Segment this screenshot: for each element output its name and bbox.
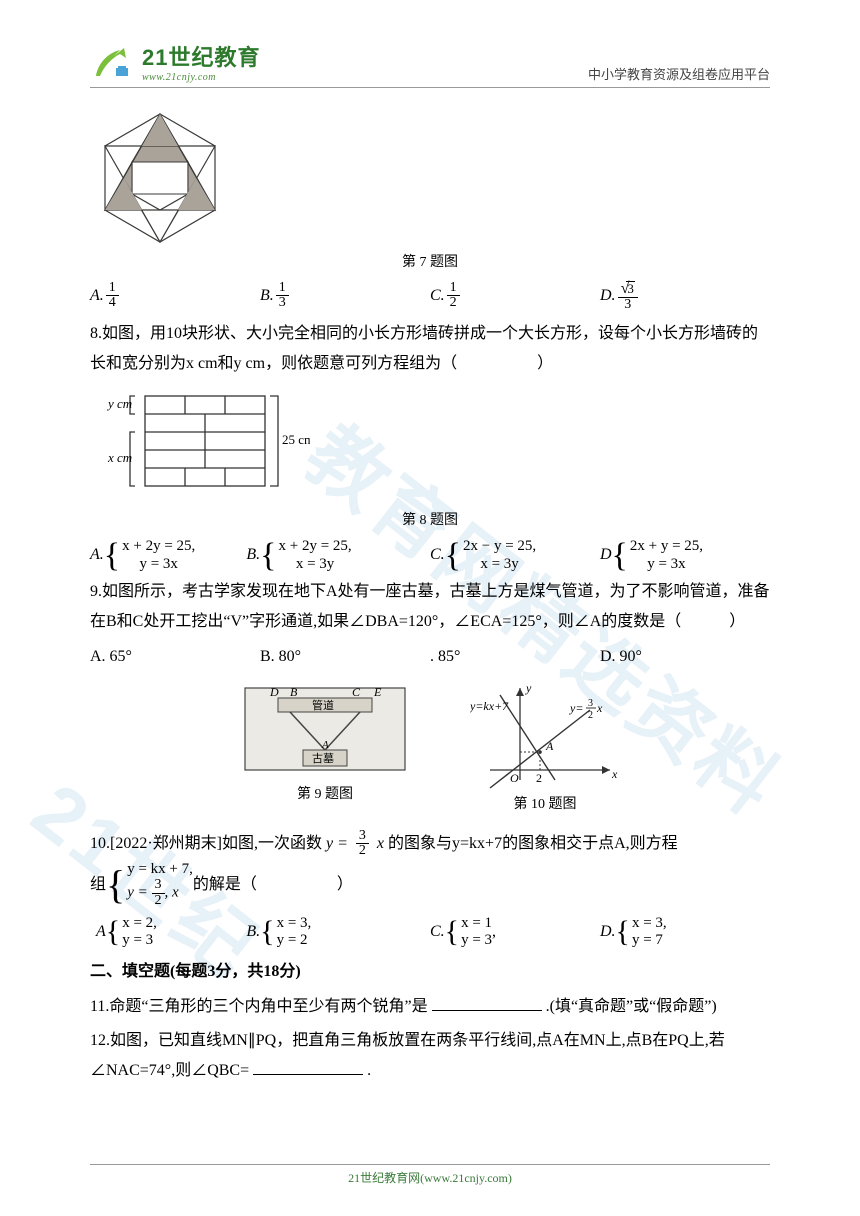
header-right-text: 中小学教育资源及组卷应用平台 bbox=[588, 64, 770, 83]
q10-opt-b: B. {x = 3,y = 2 bbox=[246, 915, 430, 950]
q7-opt-b: B. 13 bbox=[260, 281, 430, 313]
page-footer: 21世纪教育网(www.21cnjy.com) bbox=[90, 1164, 770, 1186]
page-header: 21世纪教育 www.21cnjy.com 中小学教育资源及组卷应用平台 bbox=[90, 40, 770, 88]
svg-text:2: 2 bbox=[588, 710, 593, 721]
q10-opt-d: D. {x = 3,y = 7 bbox=[600, 915, 770, 950]
svg-text:B: B bbox=[290, 685, 298, 699]
q10-system-line: 组 { y = kx + 7, y = 32, x 的解是（ ） bbox=[90, 861, 770, 909]
svg-text:O: O bbox=[510, 771, 519, 785]
q11-a: 11.命题“三角形的三个内角中至少有两个锐角”是 bbox=[90, 998, 428, 1015]
logo: 21世纪教育 www.21cnjy.com bbox=[90, 40, 260, 83]
svg-text:古墓: 古墓 bbox=[312, 752, 334, 765]
q9-opt-a: A. 65° bbox=[90, 642, 260, 672]
fig8: y cm x cm 25 cm 第 8 题图 bbox=[90, 386, 770, 535]
fig8-ycm: y cm bbox=[106, 396, 132, 411]
logo-icon bbox=[90, 42, 136, 82]
q8-opt-b: B. {x + 2y = 25,x = 3y bbox=[246, 538, 430, 573]
q11-blank bbox=[432, 995, 542, 1011]
fig7: 第 7 题图 bbox=[90, 108, 770, 277]
svg-text:x: x bbox=[596, 701, 603, 715]
svg-text:y: y bbox=[525, 681, 532, 695]
fig9-svg: 管道 古墓 D B C E A bbox=[240, 680, 410, 780]
fig7-svg bbox=[90, 108, 230, 248]
fig8-caption: 第 8 题图 bbox=[90, 508, 770, 535]
fig10-svg: x y O A 2 y=kx+7 y= bbox=[470, 680, 620, 790]
q9-opt-d: D. 90° bbox=[600, 642, 770, 672]
svg-text:E: E bbox=[373, 685, 382, 699]
q8: 8.如图，用10块形状、大小完全相同的小长方形墙砖拼成一个大长方形，设每个小长方… bbox=[90, 319, 770, 380]
fig9-caption: 第 9 题图 bbox=[240, 782, 410, 809]
svg-text:y=kx+7: y=kx+7 bbox=[470, 699, 509, 713]
q9-options: A. 65° B. 80° . 85° D. 90° bbox=[90, 642, 770, 672]
q10: 10.[2022·郑州期末]如图,一次函数 y = 32 x 的图象与y=kx+… bbox=[90, 829, 770, 860]
q12-blank bbox=[253, 1059, 363, 1075]
section-2-title: 二、填空题(每题3分，共18分) bbox=[90, 957, 770, 987]
fig10-caption: 第 10 题图 bbox=[470, 792, 620, 819]
q8-text: 8.如图，用10块形状、大小完全相同的小长方形墙砖拼成一个大长方形，设每个小长方… bbox=[90, 325, 758, 372]
svg-text:3: 3 bbox=[588, 698, 593, 709]
q7-options: A. 14 B. 13 C. 12 D. √33 bbox=[90, 281, 770, 313]
q11: 11.命题“三角形的三个内角中至少有两个锐角”是 .(填“真命题”或“假命题”) bbox=[90, 992, 770, 1022]
q10-opt-c: C. {x = 1y = 3 , bbox=[430, 915, 600, 950]
q8-options: A. {x + 2y = 25,y = 3x B. {x + 2y = 25,x… bbox=[90, 538, 770, 573]
q11-b: .(填“真命题”或“假命题”) bbox=[546, 998, 717, 1015]
logo-cn-text: 21世纪教育 bbox=[142, 40, 260, 72]
fig8-svg: y cm x cm 25 cm bbox=[90, 386, 310, 506]
q8-opt-c: C. {2x − y = 25,x = 3y bbox=[430, 538, 600, 573]
q10-options: A {x = 2,y = 3 B. {x = 3,y = 2 C. {x = 1… bbox=[90, 915, 770, 950]
svg-text:D: D bbox=[269, 685, 279, 699]
fig7-caption: 第 7 题图 bbox=[90, 250, 770, 277]
q8-opt-d: D {2x + y = 25,y = 3x bbox=[600, 538, 770, 573]
page: 21世纪教育 www.21cnjy.com 中小学教育资源及组卷应用平台 bbox=[0, 0, 860, 1216]
q10-opt-a: A {x = 2,y = 3 bbox=[90, 915, 246, 950]
fig9: 管道 古墓 D B C E A 第 9 题图 bbox=[240, 680, 410, 819]
svg-text:2: 2 bbox=[536, 771, 542, 785]
logo-url-text: www.21cnjy.com bbox=[142, 72, 260, 83]
svg-text:y=: y= bbox=[569, 701, 583, 715]
figs9-10: 管道 古墓 D B C E A 第 9 题图 bbox=[90, 680, 770, 819]
q7-opt-d: D. √33 bbox=[600, 281, 770, 313]
content: 第 7 题图 A. 14 B. 13 C. 12 D. √33 8.如图，用10… bbox=[90, 108, 770, 1087]
svg-text:A: A bbox=[321, 739, 329, 751]
fig10: x y O A 2 y=kx+7 y= bbox=[470, 680, 620, 819]
q10-text-b: 的图象与y=kx+7的图象相交于点A,则方程 bbox=[388, 835, 678, 852]
q7-opt-c: C. 12 bbox=[430, 281, 600, 313]
svg-text:x: x bbox=[611, 767, 618, 781]
q12-b: . bbox=[367, 1062, 371, 1079]
q12: 12.如图，已知直线MN∥PQ，把直角三角板放置在两条平行线间,点A在MN上,点… bbox=[90, 1026, 770, 1087]
fig8-xcm: x cm bbox=[107, 450, 132, 465]
svg-text:管道: 管道 bbox=[312, 698, 334, 712]
q12-a: 12.如图，已知直线MN∥PQ，把直角三角板放置在两条平行线间,点A在MN上,点… bbox=[90, 1032, 725, 1079]
svg-text:A: A bbox=[545, 739, 554, 753]
q7-opt-a: A. 14 bbox=[90, 281, 260, 313]
q10-text-a: 10.[2022·郑州期末]如图,一次函数 bbox=[90, 835, 326, 852]
q9-opt-c: . 85° bbox=[430, 642, 600, 672]
q8-opt-a: A. {x + 2y = 25,y = 3x bbox=[90, 538, 246, 573]
q9: 9.如图所示，考古学家发现在地下A处有一座古墓，古墓上方是煤气管道，为了不影响管… bbox=[90, 577, 770, 638]
fig8-25: 25 cm bbox=[282, 432, 310, 447]
q9-opt-b: B. 80° bbox=[260, 642, 430, 672]
q9-text: 9.如图所示，考古学家发现在地下A处有一座古墓，古墓上方是煤气管道，为了不影响管… bbox=[90, 583, 770, 630]
svg-text:C: C bbox=[352, 685, 361, 699]
